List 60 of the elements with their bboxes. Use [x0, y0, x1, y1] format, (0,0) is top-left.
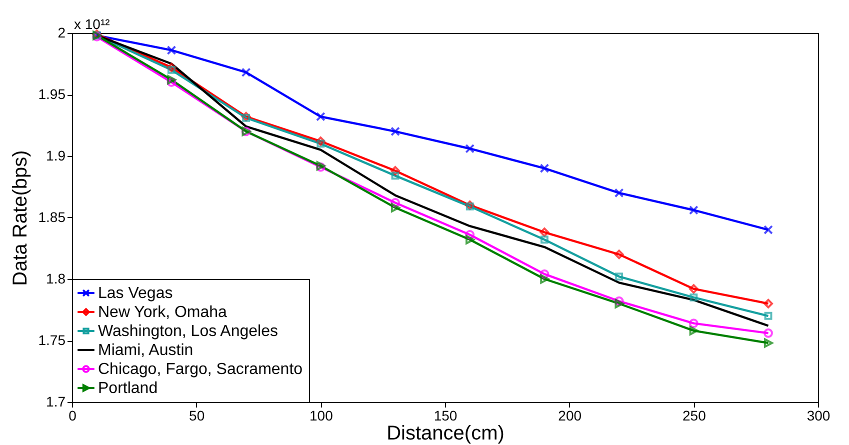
- point: [166, 77, 176, 87]
- x-axis-title: Distance(cm): [386, 422, 504, 444]
- y-tick-label: 1.9: [46, 148, 66, 164]
- text: x 10¹²: [74, 16, 110, 32]
- point: [614, 188, 624, 198]
- point: [391, 172, 400, 180]
- point: [540, 269, 550, 279]
- point: [241, 68, 251, 78]
- point: [390, 166, 400, 176]
- point: [390, 198, 400, 208]
- point: [390, 202, 400, 212]
- point: [764, 312, 772, 320]
- point: [316, 112, 326, 122]
- point: [688, 284, 698, 294]
- point: [466, 234, 475, 244]
- point: [166, 62, 176, 72]
- point: [614, 298, 624, 308]
- x-tick-label: 100: [309, 408, 334, 424]
- point: [540, 164, 550, 174]
- legend-label: Chicago, Fargo, Sacramento: [98, 361, 303, 378]
- point: [615, 272, 624, 281]
- x-tick-label: 300: [806, 408, 830, 424]
- point: [390, 126, 400, 136]
- y-tick-label: 1.95: [38, 86, 66, 102]
- x-tick-label: 200: [558, 408, 582, 424]
- y-axis-title: Data Rate(bps): [9, 150, 32, 286]
- legend-label: New York, Omaha: [98, 304, 228, 321]
- point: [465, 230, 475, 240]
- point: [764, 338, 773, 348]
- y-tick-label: 1.75: [38, 332, 66, 348]
- x-tick-label: 150: [434, 408, 458, 424]
- point: [764, 328, 773, 338]
- legend-label: Portland: [98, 380, 158, 397]
- point: [614, 250, 624, 260]
- point: [316, 136, 326, 146]
- x-tick-label: 50: [189, 408, 205, 424]
- y-tick-label: 1.8: [46, 270, 66, 286]
- point: [764, 225, 773, 235]
- point: [168, 66, 176, 74]
- y-tick-label: 1.7: [46, 394, 66, 410]
- point: [465, 144, 475, 154]
- point: [540, 274, 550, 284]
- point: [764, 298, 773, 308]
- legend-label: Miami, Austin: [98, 342, 194, 359]
- x-tick-label: 250: [682, 408, 706, 424]
- point: [690, 293, 698, 302]
- point: [166, 46, 176, 55]
- point: [614, 296, 624, 306]
- point: [540, 236, 548, 244]
- point: [688, 205, 698, 215]
- point: [167, 75, 176, 84]
- point: [688, 318, 698, 328]
- legend-label: Washington, Los Angeles: [98, 323, 278, 340]
- legend-label: Las Vegas: [98, 285, 173, 302]
- point: [689, 326, 698, 336]
- point: [316, 140, 325, 148]
- y-tick-label: 2: [58, 24, 66, 40]
- y-tick-label: 1.85: [38, 209, 66, 225]
- point: [540, 228, 550, 237]
- x-tick-label: 0: [68, 408, 77, 424]
